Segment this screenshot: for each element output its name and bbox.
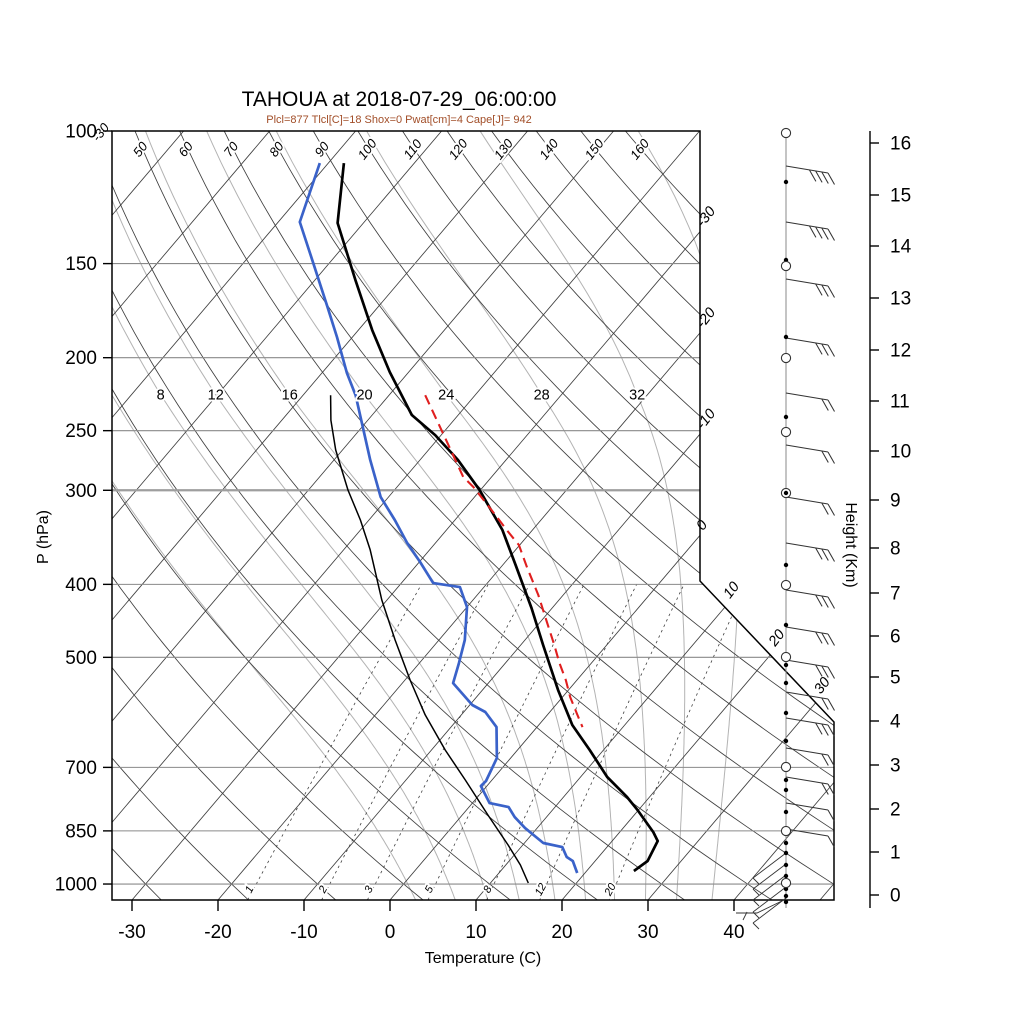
svg-text:10: 10	[720, 579, 743, 602]
svg-text:12: 12	[208, 388, 224, 404]
pressure-axis: 100 150 200 250 300 400 500 700 850 1000	[55, 122, 112, 896]
chart-title: TAHOUA at 2018-07-29_06:00:00	[241, 88, 557, 111]
parcel_ascent-curve	[424, 394, 584, 728]
svg-text:2: 2	[890, 800, 901, 821]
svg-text:15: 15	[890, 186, 911, 207]
moist-adiabats	[112, 131, 741, 900]
svg-text:400: 400	[65, 575, 97, 596]
svg-text:24: 24	[438, 388, 454, 404]
svg-text:28: 28	[534, 388, 550, 404]
svg-text:-30: -30	[118, 922, 145, 943]
svg-text:-10: -10	[290, 922, 317, 943]
svg-text:850: 850	[65, 821, 97, 842]
svg-text:40: 40	[723, 922, 744, 943]
plot-border	[111, 130, 835, 901]
moist_reference-curve	[329, 395, 529, 884]
dry-adiabats	[112, 131, 834, 900]
svg-text:3: 3	[890, 756, 901, 777]
svg-text:14: 14	[890, 237, 912, 258]
svg-text:32: 32	[629, 388, 645, 404]
svg-text:250: 250	[65, 421, 97, 442]
svg-text:30: 30	[811, 675, 834, 698]
svg-text:20: 20	[356, 388, 372, 404]
svg-text:20: 20	[551, 922, 572, 943]
temperature-axis: -30 -20 -10 0 10 20 30 40	[118, 900, 745, 943]
pressure-axis-title: P (hPa)	[35, 510, 52, 564]
svg-text:30: 30	[637, 922, 658, 943]
chart-subtitle: Plcl=877 Tlcl[C]=18 Shox=0 Pwat[cm]=4 Ca…	[266, 114, 532, 126]
svg-text:1000: 1000	[55, 875, 97, 896]
svg-text:13: 13	[890, 289, 911, 310]
svg-text:1: 1	[890, 843, 901, 864]
plot-area	[112, 131, 834, 900]
svg-text:16: 16	[282, 388, 298, 404]
svg-text:300: 300	[65, 481, 97, 502]
svg-text:-20: -20	[204, 922, 231, 943]
svg-text:4: 4	[890, 712, 901, 733]
svg-text:16: 16	[890, 134, 911, 155]
svg-text:12: 12	[890, 341, 911, 362]
svg-text:700: 700	[65, 758, 97, 779]
svg-text:500: 500	[65, 648, 97, 669]
svg-text:150: 150	[65, 254, 97, 275]
svg-text:8: 8	[157, 388, 165, 404]
sounding-profiles	[298, 162, 660, 884]
height-axis-title: Height (Km)	[842, 502, 859, 588]
temperature-curve	[336, 162, 660, 873]
wind-barbs	[736, 127, 835, 930]
svg-text:6: 6	[890, 627, 901, 648]
svg-text:11: 11	[890, 392, 910, 413]
svg-text:5: 5	[890, 668, 901, 689]
svg-text:8: 8	[890, 539, 901, 560]
svg-text:200: 200	[65, 348, 97, 369]
svg-text:7: 7	[890, 584, 901, 605]
svg-text:9: 9	[890, 491, 901, 512]
svg-text:10: 10	[465, 922, 486, 943]
temperature-axis-title: Temperature (C)	[424, 950, 542, 967]
svg-text:100: 100	[65, 122, 97, 143]
dewpoint-curve	[298, 162, 579, 874]
svg-text:0: 0	[385, 922, 396, 943]
svg-text:10: 10	[890, 442, 911, 463]
svg-text:0: 0	[890, 886, 901, 907]
